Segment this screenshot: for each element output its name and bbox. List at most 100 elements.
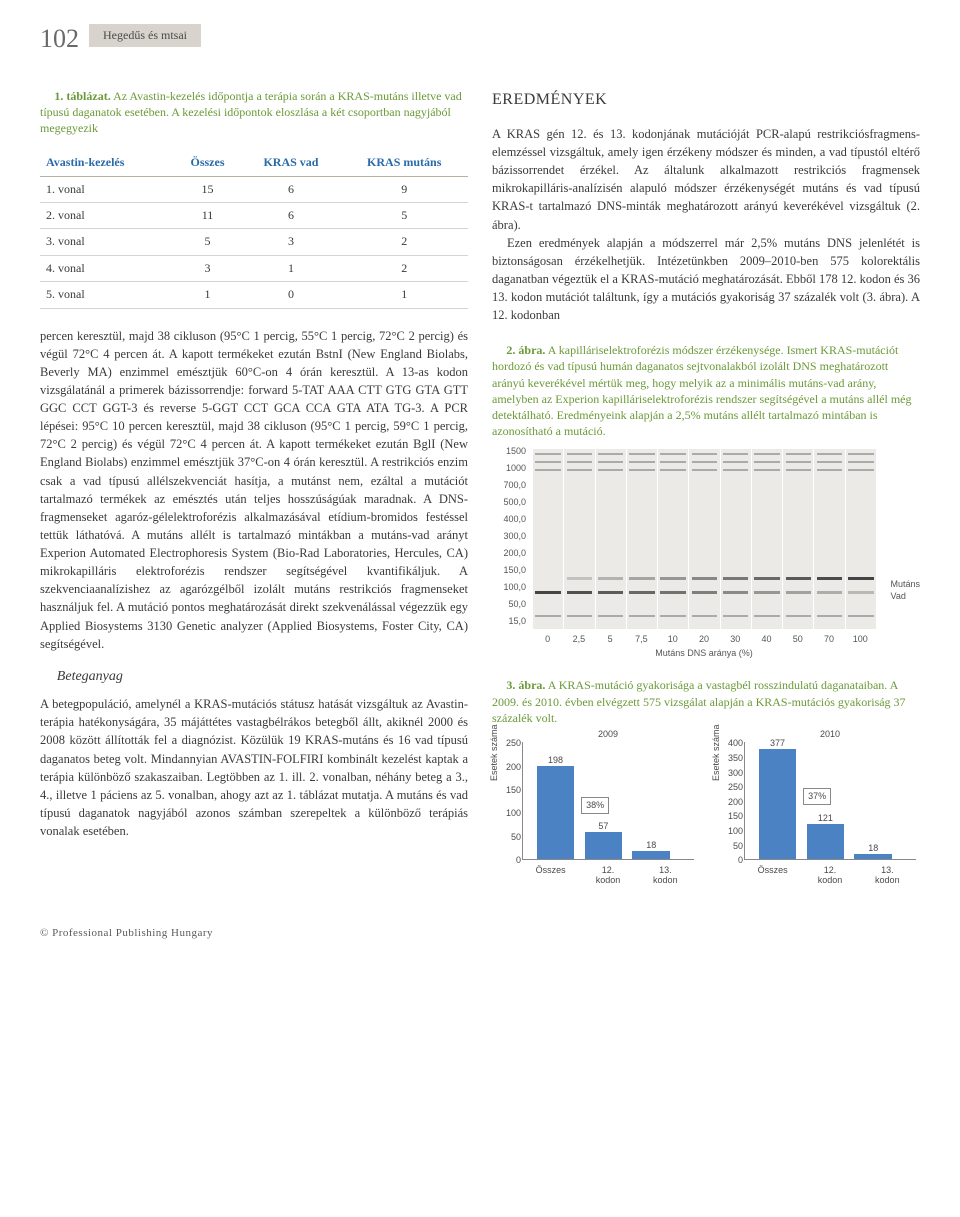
bar-value: 18 bbox=[632, 839, 670, 852]
table1-h2: KRAS vad bbox=[241, 150, 340, 176]
bar-boxed-label: 37% bbox=[803, 788, 831, 805]
fig2-ytick: 50,0 bbox=[508, 598, 526, 611]
fig2-lane bbox=[782, 449, 813, 629]
table-cell: 1 bbox=[241, 255, 340, 281]
bar-ytick: 300 bbox=[719, 767, 743, 780]
bar-value: 57 bbox=[585, 820, 623, 833]
fig2-caption-text: A kapilláriselektroforézis módszer érzék… bbox=[492, 343, 912, 438]
fig2-lane bbox=[532, 449, 563, 629]
bar-ytick: 150 bbox=[719, 810, 743, 823]
right-para1: A KRAS gén 12. és 13. kodonjának mutáció… bbox=[492, 125, 920, 234]
fig2-caption: 2. ábra. A kapilláriselektroforézis móds… bbox=[492, 342, 920, 439]
fig2-xtick: 100 bbox=[845, 633, 876, 646]
table1-h0: Avastin-kezelés bbox=[40, 150, 174, 176]
fig2-x-title: Mutáns DNS aránya (%) bbox=[532, 647, 876, 660]
fig2-ytick: 400,0 bbox=[503, 513, 526, 526]
bar-ytick: 350 bbox=[719, 752, 743, 765]
left-para2: A betegpopuláció, amelynél a KRAS-mutáci… bbox=[40, 695, 468, 840]
bar-xlabel: 12.kodon bbox=[579, 866, 636, 886]
bar-ytick: 250 bbox=[719, 781, 743, 794]
bar-ytick: 0 bbox=[497, 854, 521, 867]
bar-value: 377 bbox=[759, 737, 797, 750]
fig2-lanes bbox=[532, 449, 876, 629]
fig2-xtick: 0 bbox=[532, 633, 563, 646]
page-footer: © Professional Publishing Hungary bbox=[40, 926, 920, 942]
fig2-yaxis: 15001000700,0500,0400,0300,0200,0150,010… bbox=[492, 449, 528, 629]
bar-ytick: 200 bbox=[719, 796, 743, 809]
table-cell: 3 bbox=[241, 229, 340, 255]
results-heading: EREDMÉNYEK bbox=[492, 88, 920, 111]
page-header: 102 Hegedűs és mtsai bbox=[40, 20, 920, 58]
table-cell: 2 bbox=[340, 229, 468, 255]
bar: 121 bbox=[807, 824, 845, 859]
bar-plot: 2502001501005001985738%18 bbox=[522, 742, 694, 860]
fig3-caption-bold: 3. ábra. bbox=[506, 678, 545, 692]
fig2-lane bbox=[595, 449, 626, 629]
fig3-chart-2009: Esetek száma20092502001501005001985738%1… bbox=[492, 736, 698, 886]
fig2-ytick: 15,0 bbox=[508, 615, 526, 628]
table-cell: 9 bbox=[340, 176, 468, 202]
fig2-ytick: 1500 bbox=[506, 445, 526, 458]
bar-xlabel: Összes bbox=[522, 866, 579, 886]
fig3-row: Esetek száma20092502001501005001985738%1… bbox=[492, 736, 920, 886]
fig2-ytick: 200,0 bbox=[503, 547, 526, 560]
bar-ytick: 100 bbox=[719, 825, 743, 838]
fig2-lane bbox=[563, 449, 594, 629]
table-cell: 5. vonal bbox=[40, 282, 174, 308]
table-cell: 15 bbox=[174, 176, 242, 202]
table-cell: 6 bbox=[241, 203, 340, 229]
two-column-layout: 1. táblázat. Az Avastin-kezelés időpontj… bbox=[40, 88, 920, 886]
table1: Avastin-kezelés Összes KRAS vad KRAS mut… bbox=[40, 150, 468, 308]
table-cell: 5 bbox=[340, 203, 468, 229]
table-cell: 2. vonal bbox=[40, 203, 174, 229]
fig2-ytick: 500,0 bbox=[503, 496, 526, 509]
fig2-lane bbox=[626, 449, 657, 629]
table-cell: 3 bbox=[174, 255, 242, 281]
bar-ytick: 50 bbox=[719, 840, 743, 853]
fig2-lane bbox=[688, 449, 719, 629]
fig2-ytick: 1000 bbox=[506, 462, 526, 475]
bar-ytick: 200 bbox=[497, 761, 521, 774]
bar-ytick: 400 bbox=[719, 737, 743, 750]
table-cell: 1. vonal bbox=[40, 176, 174, 202]
fig2-ytick: 100,0 bbox=[503, 581, 526, 594]
page-number: 102 bbox=[40, 20, 79, 58]
bar-xaxis: Összes12.kodon13.kodon bbox=[522, 866, 694, 886]
left-para1: percen keresztül, majd 38 cikluson (95°C… bbox=[40, 327, 468, 653]
fig2-gel: 15001000700,0500,0400,0300,0200,0150,010… bbox=[492, 449, 920, 659]
table-row: 4. vonal312 bbox=[40, 255, 468, 281]
fig2-lane bbox=[751, 449, 782, 629]
table1-caption-bold: 1. táblázat. bbox=[54, 89, 110, 103]
fig2-xtick: 40 bbox=[751, 633, 782, 646]
bar-ytick: 250 bbox=[497, 737, 521, 750]
bar: 18 bbox=[854, 854, 892, 859]
table1-h3: KRAS mutáns bbox=[340, 150, 468, 176]
bar-xlabel: 13.kodon bbox=[859, 866, 916, 886]
bar: 198 bbox=[537, 766, 575, 859]
bar-xlabel: 12.kodon bbox=[801, 866, 858, 886]
fig2-xtick: 10 bbox=[657, 633, 688, 646]
fig2-legend-mut: Mutáns bbox=[890, 579, 920, 591]
bar-xaxis: Összes12.kodon13.kodon bbox=[744, 866, 916, 886]
table-cell: 2 bbox=[340, 255, 468, 281]
fig2-caption-bold: 2. ábra. bbox=[506, 343, 545, 357]
table-row: 3. vonal532 bbox=[40, 229, 468, 255]
bar-boxed-label: 38% bbox=[581, 797, 609, 814]
fig2-lane bbox=[720, 449, 751, 629]
table-cell: 11 bbox=[174, 203, 242, 229]
bar-value: 198 bbox=[537, 754, 575, 767]
bar-plot: 40035030025020015010050037712137%18 bbox=[744, 742, 916, 860]
fig2-xtick: 50 bbox=[782, 633, 813, 646]
bar-ytick: 100 bbox=[497, 807, 521, 820]
fig2-legend: Mutáns Vad bbox=[890, 579, 920, 602]
bar: 377 bbox=[759, 749, 797, 859]
fig2-lane bbox=[657, 449, 688, 629]
fig2-xtick: 20 bbox=[688, 633, 719, 646]
fig3-caption-text: A KRAS-mutáció gyakorisága a vastagbél r… bbox=[492, 678, 906, 724]
table1-caption: 1. táblázat. Az Avastin-kezelés időpontj… bbox=[40, 88, 468, 137]
bar-ytick: 150 bbox=[497, 784, 521, 797]
right-para2: Ezen eredmények alapján a módszerrel már… bbox=[492, 234, 920, 325]
table-row: 5. vonal101 bbox=[40, 282, 468, 308]
table-row: 1. vonal1569 bbox=[40, 176, 468, 202]
right-column: EREDMÉNYEK A KRAS gén 12. és 13. kodonjá… bbox=[492, 88, 920, 886]
